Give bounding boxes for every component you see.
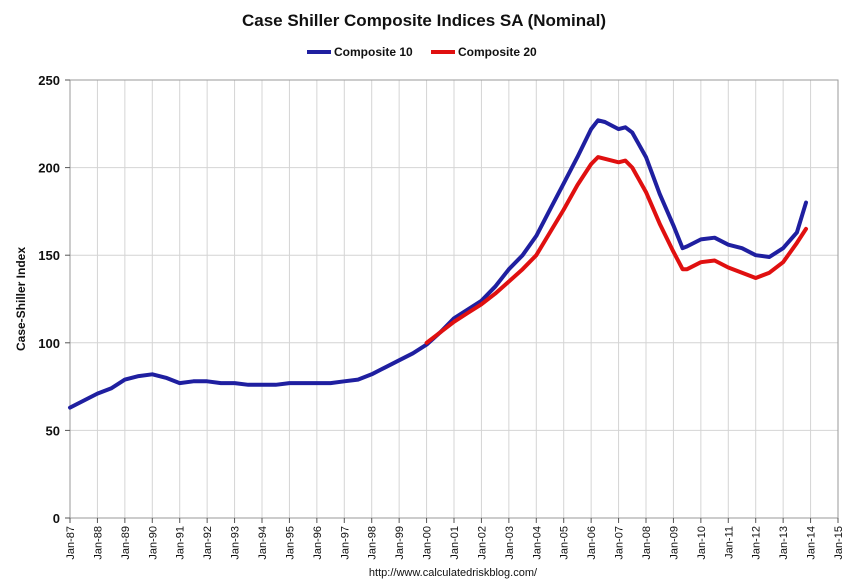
x-tick-label: Jan-12	[751, 526, 763, 560]
x-tick-label: Jan-11	[723, 526, 735, 559]
x-tick-label: Jan-13	[778, 526, 790, 560]
x-tick-label: Jan-05	[559, 526, 571, 560]
x-tick-label: Jan-91	[175, 526, 187, 560]
x-tick-label: Jan-88	[92, 526, 104, 560]
x-tick-label: Jan-02	[476, 526, 488, 560]
series-line-1	[68, 118, 808, 410]
x-tick-label: Jan-10	[696, 526, 708, 560]
x-tick-label: Jan-01	[449, 526, 461, 560]
legend-label: Composite 10	[334, 45, 413, 59]
legend: Composite 10 Composite 20	[307, 45, 537, 59]
x-tick-label: Jan-95	[284, 526, 296, 560]
x-tick-label: Jan-92	[202, 526, 214, 560]
y-tick-label: 50	[46, 423, 60, 438]
y-tick-label: 250	[38, 73, 60, 88]
x-tick-label: Jan-09	[668, 526, 680, 560]
y-tick-label: 150	[38, 248, 60, 263]
x-tick-label: Jan-08	[641, 526, 653, 560]
x-tick-label: Jan-90	[147, 526, 159, 560]
chart-title: Case Shiller Composite Indices SA (Nomin…	[242, 11, 606, 30]
x-tick-label: Jan-89	[120, 526, 132, 560]
y-tick-label: 0	[53, 511, 60, 526]
y-tick-label: 200	[38, 161, 60, 176]
x-tick-label: Jan-98	[367, 526, 379, 560]
x-tick-label: Jan-00	[422, 526, 434, 560]
source-url: http://www.calculatedriskblog.com/	[369, 567, 538, 579]
y-tick-label: 100	[38, 336, 60, 351]
y-axis: 0 50 100 150 200 250	[38, 73, 70, 526]
x-tick-label: Jan-87	[65, 526, 77, 560]
legend-label: Composite 20	[458, 45, 537, 59]
y-axis-label: Case-Shiller Index	[14, 247, 28, 351]
x-tick-label: Jan-96	[312, 526, 324, 560]
series-lines	[68, 118, 808, 410]
x-tick-label: Jan-07	[614, 526, 626, 560]
x-tick-label: Jan-14	[806, 526, 818, 560]
x-tick-label: Jan-04	[531, 526, 543, 560]
x-tick-label: Jan-15	[833, 526, 845, 560]
x-tick-label: Jan-94	[257, 526, 269, 560]
x-axis: Jan-87 Jan-88 Jan-89 Jan-90 Jan-91 Jan-92 Jan-…	[65, 518, 845, 560]
x-tick-label: Jan-99	[394, 526, 406, 560]
series-line-2	[424, 155, 808, 345]
gridlines	[69, 79, 839, 519]
x-tick-label: Jan-93	[230, 526, 242, 560]
x-tick-label: Jan-97	[339, 526, 351, 560]
x-tick-label: Jan-03	[504, 526, 516, 560]
x-tick-label: Jan-06	[586, 526, 598, 560]
